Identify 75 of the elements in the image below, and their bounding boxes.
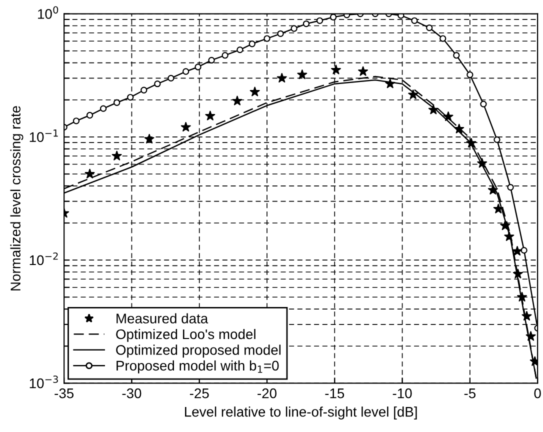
y-axis-title: Normalized level crossing rate bbox=[10, 106, 24, 290]
point bbox=[453, 52, 460, 59]
x-axis-title: Level relative to line-of-sight level [dB] bbox=[185, 406, 417, 420]
point bbox=[488, 184, 498, 194]
x-tick-label: -5 bbox=[464, 388, 476, 398]
point bbox=[330, 14, 337, 20]
point bbox=[507, 184, 514, 191]
point bbox=[100, 105, 107, 112]
point bbox=[140, 86, 148, 94]
point bbox=[276, 72, 287, 83]
point bbox=[440, 35, 446, 42]
point bbox=[331, 64, 341, 74]
point bbox=[466, 71, 474, 78]
point bbox=[426, 24, 433, 32]
point bbox=[112, 150, 122, 160]
point bbox=[277, 30, 284, 37]
point bbox=[248, 40, 256, 48]
point bbox=[180, 122, 191, 132]
point bbox=[517, 292, 527, 302]
legend-label: Optimized proposed model bbox=[116, 344, 281, 358]
point bbox=[302, 20, 310, 28]
point bbox=[477, 158, 488, 168]
point bbox=[398, 14, 404, 19]
legend-label: Proposed model with b$_{1}$=0 bbox=[116, 360, 279, 374]
point bbox=[194, 64, 202, 70]
point bbox=[264, 35, 270, 42]
point bbox=[232, 96, 242, 106]
point bbox=[522, 310, 532, 321]
point bbox=[494, 136, 500, 144]
legend-label: Optimized Loo's model bbox=[116, 328, 256, 342]
point bbox=[297, 70, 308, 80]
point bbox=[493, 204, 504, 214]
point bbox=[114, 99, 120, 106]
point bbox=[504, 231, 514, 241]
legend-label: Measured data bbox=[116, 313, 208, 324]
y-tick-label: 10$^{−3}$ bbox=[30, 376, 58, 388]
x-tick-label: -35 bbox=[54, 388, 74, 398]
point bbox=[526, 331, 536, 341]
y-tick-label: 10$^{−1}$ bbox=[30, 129, 58, 142]
point bbox=[500, 220, 510, 230]
point bbox=[520, 246, 528, 254]
y-tick-label: 10$^{0}$ bbox=[38, 6, 58, 19]
point bbox=[316, 17, 324, 24]
point bbox=[454, 124, 464, 134]
x-tick-label: -10 bbox=[392, 388, 412, 398]
point bbox=[208, 56, 215, 64]
point bbox=[411, 17, 418, 24]
point bbox=[86, 112, 94, 119]
point bbox=[512, 268, 523, 278]
x-tick-label: -25 bbox=[190, 388, 209, 398]
point bbox=[205, 110, 216, 120]
point bbox=[443, 111, 454, 122]
point bbox=[290, 25, 298, 32]
point bbox=[358, 66, 368, 76]
point bbox=[222, 52, 228, 59]
point bbox=[127, 94, 134, 101]
point bbox=[144, 134, 154, 144]
point bbox=[466, 138, 476, 148]
point bbox=[168, 74, 174, 82]
point bbox=[84, 168, 95, 178]
x-tick-label: 0 bbox=[534, 388, 541, 398]
point bbox=[72, 118, 80, 124]
point bbox=[182, 68, 190, 75]
point bbox=[250, 86, 260, 96]
x-tick-label: -30 bbox=[122, 388, 142, 398]
x-tick-label: -20 bbox=[258, 388, 276, 398]
x-tick-label: -15 bbox=[325, 388, 344, 398]
point bbox=[154, 80, 161, 88]
y-tick-label: 10$^{−2}$ bbox=[30, 252, 58, 266]
point bbox=[408, 90, 418, 100]
point bbox=[385, 78, 396, 88]
point bbox=[236, 46, 244, 54]
point bbox=[480, 100, 487, 108]
point bbox=[428, 104, 438, 114]
point bbox=[512, 246, 522, 256]
